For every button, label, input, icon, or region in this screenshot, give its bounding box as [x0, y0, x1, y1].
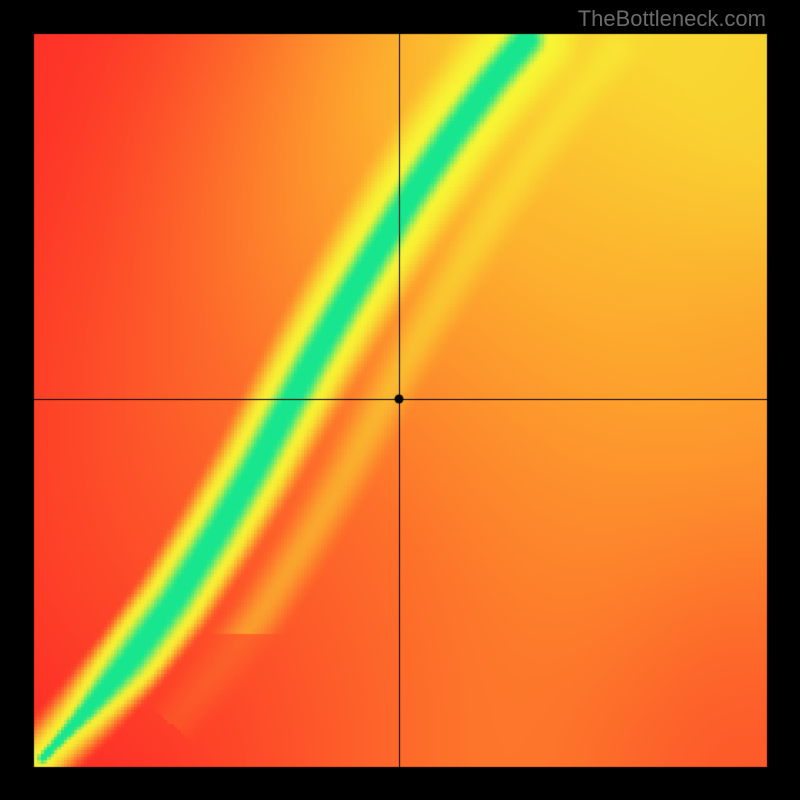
watermark-text: TheBottleneck.com: [578, 6, 766, 32]
chart-container: { "canvas": { "w": 800, "h": 800 }, "plo…: [0, 0, 800, 800]
bottleneck-heatmap-canvas: [0, 0, 800, 800]
